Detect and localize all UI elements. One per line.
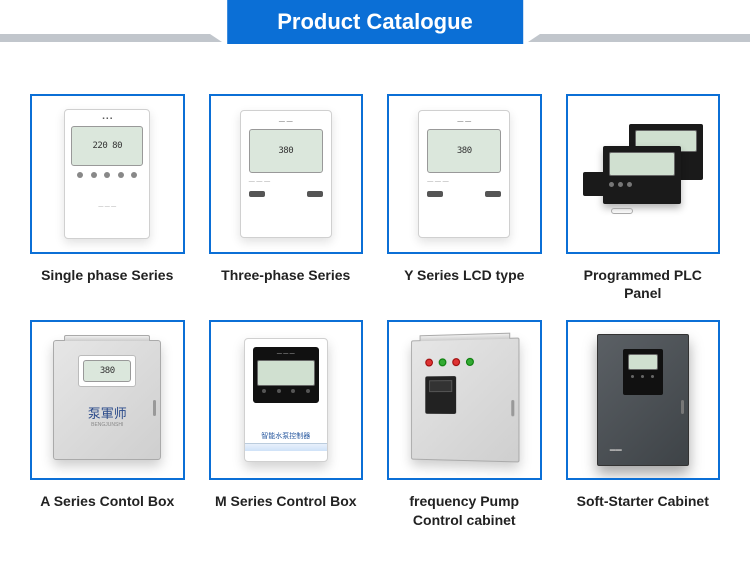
box-label: 泵軍师 [66, 403, 148, 422]
header-tri-left [210, 34, 222, 42]
header-tri-right [528, 34, 540, 42]
product-thumb: — — 380 — — — [387, 94, 542, 254]
product-caption: Three-phase Series [209, 266, 364, 284]
box-footer-label: 智能水泵控制器 [253, 431, 319, 441]
product-caption: Y Series LCD type [387, 266, 542, 284]
header: Product Catalogue [0, 0, 750, 44]
product-card[interactable]: 380 泵軍师 BENGJUNSHI A Series Contol Box [30, 320, 185, 528]
product-card[interactable]: — — 380 — — — Three-phase Series [209, 94, 364, 302]
product-caption: Programmed PLC Panel [566, 266, 721, 302]
product-card[interactable]: — — — 智能水泵控制器 M Series Control Box [209, 320, 364, 528]
product-thumb [387, 320, 542, 480]
product-thumb: ▪ ▪ ▪ 220 80 — — — [30, 94, 185, 254]
product-thumb: — — — 智能水泵控制器 [209, 320, 364, 480]
product-grid: ▪ ▪ ▪ 220 80 — — — Single phase Series —… [0, 44, 750, 549]
product-caption: Single phase Series [30, 266, 185, 284]
header-stripe-right [540, 34, 750, 42]
product-card[interactable]: ▪ ▪ ▪ 220 80 — — — Single phase Series [30, 94, 185, 302]
product-card[interactable]: — — 380 — — — Y Series LCD type [387, 94, 542, 302]
product-caption: frequency Pump Control cabinet [387, 492, 542, 528]
product-thumb: 380 泵軍师 BENGJUNSHI [30, 320, 185, 480]
product-thumb: ▬▬ [566, 320, 721, 480]
product-card[interactable]: ▬▬ Soft-Starter Cabinet [566, 320, 721, 528]
product-caption: A Series Contol Box [30, 492, 185, 510]
product-card[interactable]: frequency Pump Control cabinet [387, 320, 542, 528]
product-caption: M Series Control Box [209, 492, 364, 510]
product-thumb [566, 94, 721, 254]
lcd-display: 220 80 [71, 126, 143, 166]
page-title: Product Catalogue [227, 0, 523, 44]
product-card[interactable]: Programmed PLC Panel [566, 94, 721, 302]
lcd-display: 380 [83, 360, 131, 382]
product-thumb: — — 380 — — — [209, 94, 364, 254]
header-stripe-left [0, 34, 210, 42]
product-caption: Soft-Starter Cabinet [566, 492, 721, 510]
lcd-display: 380 [249, 129, 323, 173]
lcd-display: 380 [427, 129, 501, 173]
